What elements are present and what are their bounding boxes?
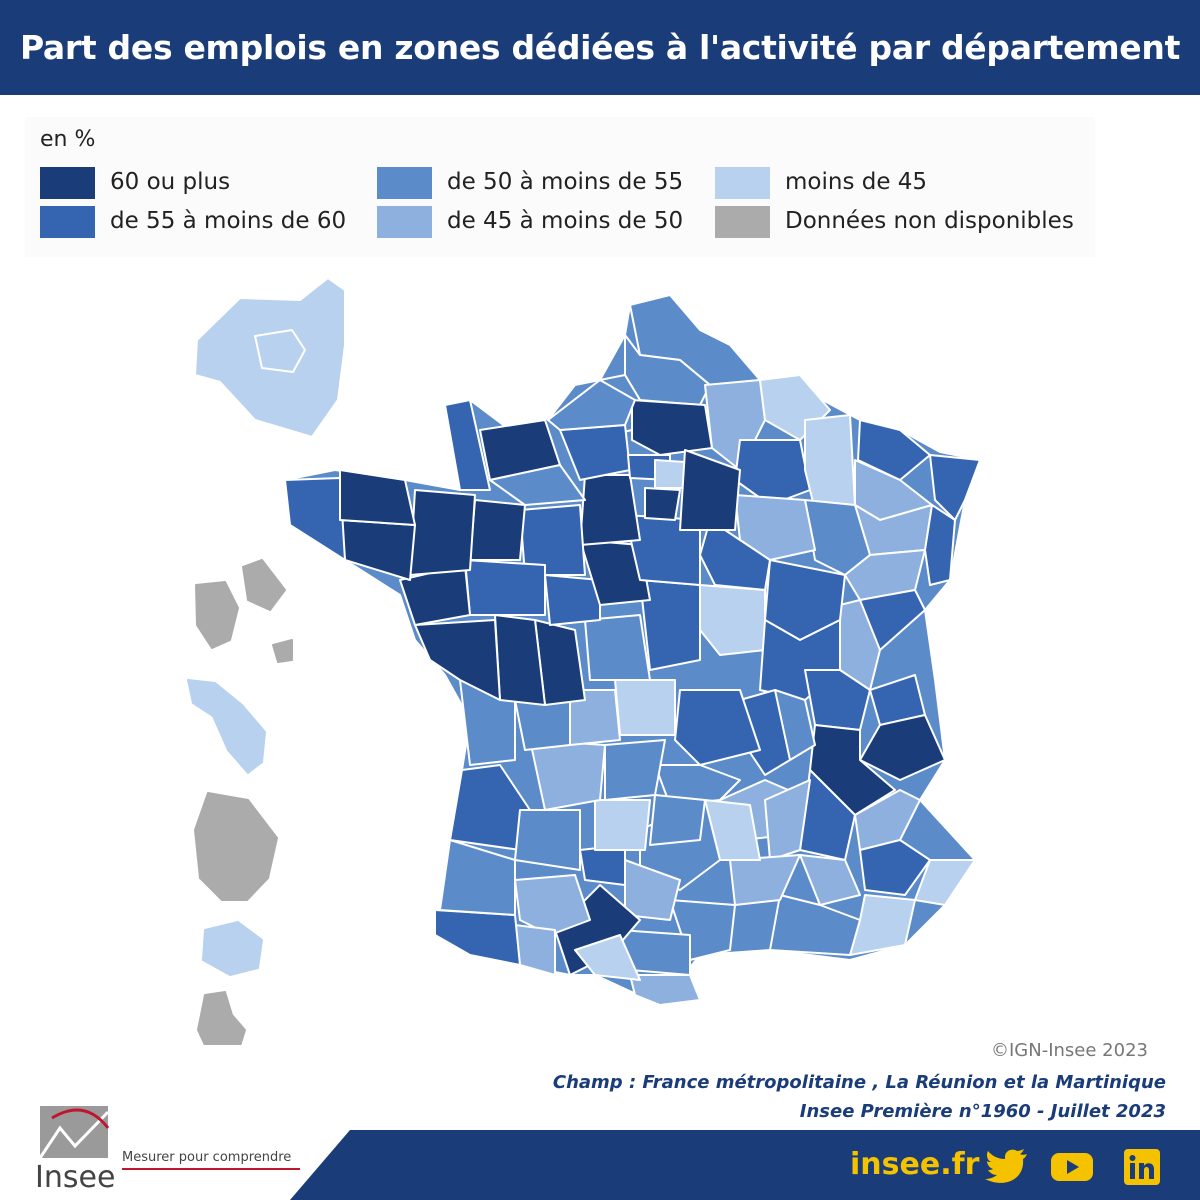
legend-swatch bbox=[377, 206, 432, 238]
dept-pyrenees-atlantiques bbox=[434, 909, 521, 966]
mayotte bbox=[197, 991, 246, 1045]
twitter-icon[interactable] bbox=[985, 1149, 1029, 1185]
insee-logo bbox=[38, 1106, 110, 1159]
dept-indre bbox=[584, 614, 651, 681]
youtube-icon[interactable] bbox=[1050, 1149, 1094, 1185]
dept-savoie bbox=[859, 714, 946, 781]
tagline: Mesurer pour comprendre bbox=[122, 1150, 292, 1165]
dept-ariege bbox=[574, 934, 641, 981]
dept-manche bbox=[444, 399, 491, 491]
dept-loir-et-cher bbox=[579, 539, 651, 606]
dept-morbihan bbox=[339, 519, 416, 581]
dept-paris-area bbox=[654, 459, 686, 489]
dept-creuse bbox=[614, 679, 676, 736]
legend-label: Données non disponibles bbox=[785, 208, 1074, 234]
legend-label: de 50 à moins de 55 bbox=[447, 169, 684, 195]
dept-essonne bbox=[644, 487, 681, 521]
dept-vaucluse bbox=[799, 854, 861, 906]
legend-swatch bbox=[377, 167, 432, 199]
legend-label: moins de 45 bbox=[785, 169, 928, 195]
dept-meuse bbox=[804, 414, 856, 511]
dept-ain bbox=[804, 669, 871, 731]
dept-aube bbox=[734, 494, 816, 561]
dept-haut-rhin bbox=[924, 504, 956, 586]
dept-ille-et-vilaine bbox=[409, 489, 476, 576]
legend-label: de 45 à moins de 50 bbox=[447, 208, 684, 234]
legend-swatch bbox=[40, 206, 95, 238]
map-copyright: ©IGN-Insee 2023 bbox=[991, 1040, 1148, 1061]
dept-gers bbox=[514, 874, 591, 936]
legend: en % 60 ou plus de 55 à moins de 60 de 5… bbox=[25, 117, 1095, 257]
linkedin-icon[interactable] bbox=[1120, 1149, 1164, 1185]
dept-ardeche bbox=[764, 779, 811, 861]
note-champ: Champ : France métropolitaine , La Réuni… bbox=[552, 1072, 1166, 1093]
guadeloupe bbox=[195, 559, 293, 663]
dept-correze bbox=[604, 739, 666, 801]
dept-alpes-hte-provence bbox=[859, 839, 931, 896]
note-source: Insee Première n°1960 - Juillet 2023 bbox=[799, 1101, 1166, 1122]
dept-hautes-alpes bbox=[854, 789, 921, 851]
legend-unit: en % bbox=[40, 127, 96, 152]
legend-swatch bbox=[40, 167, 95, 199]
dept-sarthe bbox=[519, 504, 586, 576]
dept-cotes-darmor bbox=[339, 469, 416, 526]
dept-seine-maritime bbox=[547, 379, 636, 431]
dept-orne bbox=[489, 464, 586, 506]
dept-lot-et-garonne bbox=[514, 809, 581, 871]
dept-bouches-du-rhone bbox=[769, 894, 861, 956]
legend-label: de 55 à moins de 60 bbox=[110, 208, 347, 234]
dept-maine-et-loire bbox=[464, 559, 546, 616]
dept-finistere bbox=[284, 477, 346, 561]
dept-landes bbox=[439, 839, 516, 916]
dept-charente bbox=[514, 699, 571, 751]
dept-bas-rhin bbox=[929, 454, 981, 521]
dept-oise bbox=[631, 399, 713, 456]
idf-inset-inner bbox=[254, 329, 306, 373]
dept-tarn bbox=[624, 859, 681, 921]
dept-pyrenees-orientales bbox=[629, 974, 701, 1006]
legend-swatch bbox=[715, 167, 770, 199]
legend-swatch bbox=[715, 206, 770, 238]
france-map bbox=[187, 277, 981, 1045]
dept-mayenne bbox=[469, 499, 526, 561]
page-title: Part des emplois en zones dédiées à l'ac… bbox=[19, 28, 1181, 67]
guyane bbox=[194, 792, 278, 901]
site-link[interactable]: insee.fr bbox=[850, 1147, 980, 1182]
dept-alpes-maritimes bbox=[914, 859, 976, 906]
dept-gard bbox=[729, 854, 801, 906]
dept-eure-et-loir bbox=[579, 474, 641, 546]
dept-hautes-pyrenees bbox=[514, 924, 556, 976]
dept-vendee bbox=[414, 619, 501, 701]
dept-lot bbox=[594, 799, 651, 851]
dept-var bbox=[849, 894, 916, 956]
reunion bbox=[202, 921, 263, 976]
dept-indre-et-loire bbox=[544, 574, 601, 626]
dept-seine-et-marne bbox=[679, 449, 741, 531]
footer-band bbox=[290, 1130, 1200, 1200]
martinique bbox=[187, 679, 266, 774]
tagline-underline bbox=[122, 1168, 300, 1170]
legend-label: 60 ou plus bbox=[110, 169, 231, 195]
dept-cantal bbox=[649, 794, 706, 846]
dept-haute-saone bbox=[844, 549, 926, 601]
insee-brand: Insee bbox=[35, 1160, 116, 1195]
dept-moselle bbox=[857, 419, 931, 481]
header-banner: Part des emplois en zones dédiées à l'ac… bbox=[0, 0, 1200, 95]
